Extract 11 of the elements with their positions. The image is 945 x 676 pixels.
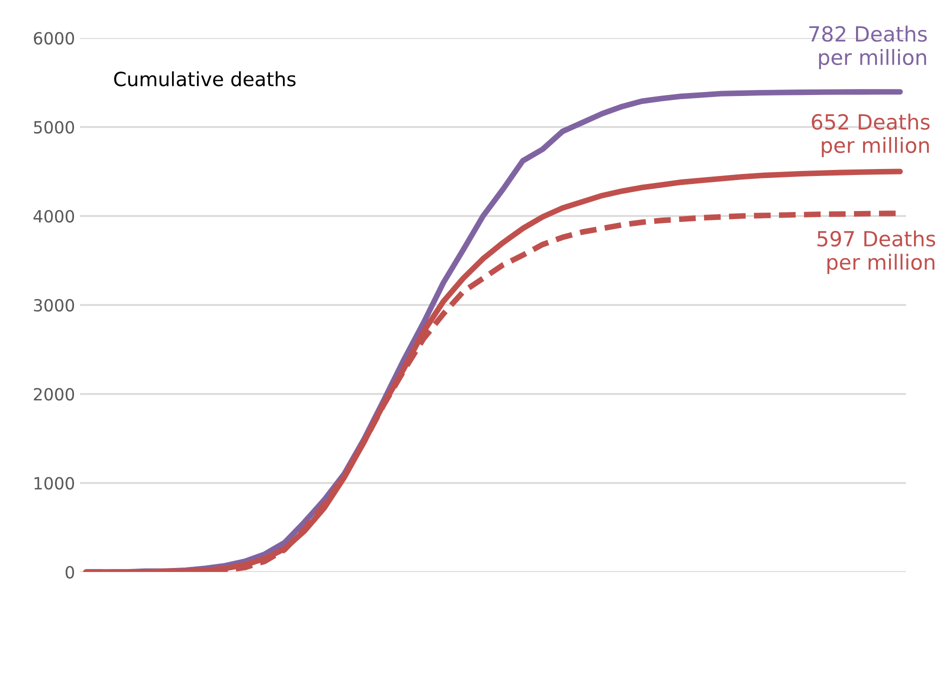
- text: Cumulative deaths: [114, 71, 296, 86]
- annotation: 652 Deaths per million: [812, 114, 930, 158]
- y-tick-label: 4000: [34, 210, 74, 223]
- annotation: 782 Deaths per million: [809, 26, 927, 70]
- y-tick-label: 6000: [34, 32, 74, 45]
- y-tick-label: 5000: [34, 120, 74, 134]
- annotation: 597 Deaths per million: [818, 230, 936, 274]
- y-tick-label: 3000: [34, 298, 74, 312]
- y-tick-label: 1000: [34, 476, 74, 490]
- y-tick-label: 0: [66, 566, 74, 579]
- y-tick-label: 2000: [34, 388, 74, 401]
